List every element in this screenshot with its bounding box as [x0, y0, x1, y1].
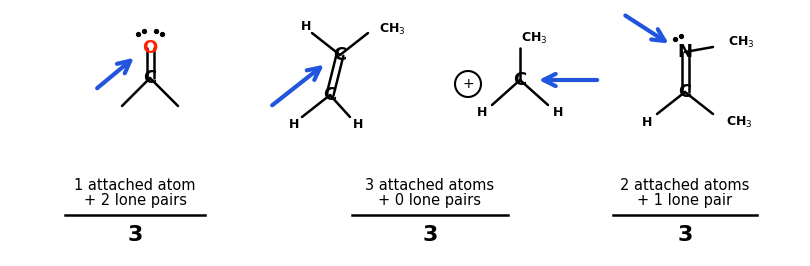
- Text: C: C: [679, 83, 692, 101]
- Text: CH$_3$: CH$_3$: [521, 30, 548, 45]
- Text: O: O: [143, 39, 158, 57]
- Text: N: N: [677, 43, 693, 61]
- Text: H: H: [552, 106, 563, 119]
- Text: 3: 3: [127, 225, 143, 245]
- Text: 3: 3: [422, 225, 437, 245]
- Text: + 1 lone pair: + 1 lone pair: [637, 193, 732, 207]
- Text: CH$_3$: CH$_3$: [727, 35, 754, 49]
- Text: + 2 lone pairs: + 2 lone pairs: [83, 193, 186, 207]
- Text: H: H: [477, 106, 487, 119]
- Text: C: C: [143, 69, 156, 87]
- Text: 2 attached atoms: 2 attached atoms: [620, 177, 750, 193]
- Text: CH$_3$: CH$_3$: [726, 114, 752, 130]
- Text: 3 attached atoms: 3 attached atoms: [365, 177, 495, 193]
- Text: H: H: [289, 118, 299, 131]
- Text: H: H: [353, 118, 363, 131]
- Text: C: C: [334, 46, 347, 64]
- Text: 3: 3: [677, 225, 693, 245]
- Text: H: H: [642, 115, 652, 128]
- Text: + 0 lone pairs: + 0 lone pairs: [378, 193, 481, 207]
- Text: C: C: [323, 86, 337, 104]
- Text: +: +: [463, 77, 474, 91]
- Text: H: H: [301, 20, 311, 34]
- Text: 1 attached atom: 1 attached atom: [75, 177, 196, 193]
- Text: CH$_3$: CH$_3$: [379, 22, 405, 36]
- Text: C: C: [514, 71, 526, 89]
